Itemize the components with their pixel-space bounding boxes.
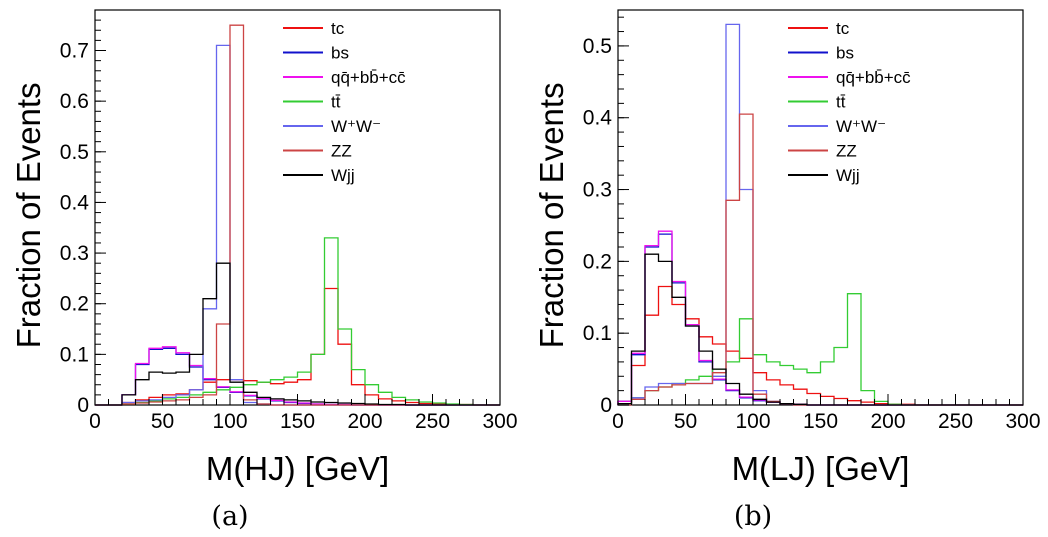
x-tick-label: 250	[415, 410, 450, 433]
x-tick-label: 150	[280, 410, 315, 433]
series-line-bs	[617, 233, 1023, 406]
tick-group-a: 0 50 100 150 200 250 300 0 0.1 0.2 0.3 0.4 0.5 0.6 0.7	[60, 19, 518, 433]
legend-label-wjj: Wjj	[836, 166, 860, 185]
x-tick-label: 100	[735, 410, 770, 433]
chart-panel-a: 0 50 100 150 200 250 300 0 0.1 0.2 0.3 0.4 0.5 0.6 0.7…	[10, 9, 518, 532]
series-line-tt	[618, 293, 1023, 406]
chart-panel-b: 0 50 100 150 200 250 300 0 0.1 0.2 0.3 0.4 0.5 tc bs q…	[533, 9, 1041, 532]
x-axis-title-b: M(LJ) [GeV]	[732, 450, 910, 487]
series-line-tt	[95, 237, 500, 406]
series-line-wjj	[95, 262, 500, 406]
y-tick-label: 0.6	[60, 90, 89, 113]
x-axis-title-a: M(HJ) [GeV]	[206, 450, 389, 487]
legend-label-ww: W⁺W⁻	[836, 117, 886, 136]
y-tick-label: 0.5	[583, 35, 612, 58]
y-tick-label: 0.1	[583, 322, 612, 345]
x-tick-label: 200	[347, 410, 382, 433]
x-tick-label: 150	[803, 410, 838, 433]
legend-label-bs: bs	[331, 44, 349, 63]
legend-label-ww: W⁺W⁻	[331, 117, 381, 136]
tick-group-b: 0 50 100 150 200 250 300 0 0.1 0.2 0.3 0.4 0.5	[583, 16, 1041, 433]
legend-label-zz: ZZ	[331, 142, 352, 161]
x-tick-label: 50	[151, 410, 174, 433]
series-group-a	[95, 24, 500, 406]
y-tick-label: 0.3	[60, 242, 89, 265]
legend-label-tt: tt̄	[331, 93, 341, 112]
y-tick-label: 0.7	[60, 40, 89, 63]
series-line-tc	[617, 285, 1023, 406]
y-tick-label: 0.4	[60, 191, 90, 214]
series-line-ww	[618, 23, 1023, 406]
x-tick-label: 0	[89, 410, 101, 433]
x-tick-label: 300	[1005, 410, 1040, 433]
plot-frame-a	[94, 9, 501, 406]
y-tick-label: 0.5	[60, 141, 89, 164]
legend-label-qq: qq̄+bb̄+cc̄	[836, 68, 911, 87]
y-tick-label: 0.2	[583, 250, 612, 273]
legend-label-tc: tc	[331, 19, 345, 38]
y-tick-label: 0.2	[60, 293, 89, 316]
series-line-wjj	[617, 253, 1023, 406]
legend-label-zz: ZZ	[836, 142, 857, 161]
legend-label-tc: tc	[836, 19, 850, 38]
legend-label-bs: bs	[836, 44, 854, 63]
y-axis-title-b: Fraction of Events	[533, 82, 570, 348]
x-tick-label: 100	[212, 410, 247, 433]
y-axis-title-a: Fraction of Events	[10, 82, 47, 348]
x-tick-label: 300	[482, 410, 517, 433]
y-tick-label: 0	[77, 394, 89, 417]
x-tick-label: 250	[938, 410, 973, 433]
legend-b: tc bs qq̄+bb̄+cc̄ tt̄ W⁺W⁻ ZZ Wjj	[788, 19, 911, 185]
series-group-b	[617, 23, 1023, 406]
series-line-qq	[617, 230, 1023, 406]
series-line-tc	[95, 287, 500, 406]
legend-label-qq: qq̄+bb̄+cc̄	[331, 68, 406, 87]
x-tick-label: 50	[674, 410, 697, 433]
y-tick-label: 0.1	[60, 343, 89, 366]
x-tick-label: 200	[870, 410, 905, 433]
panel-caption-a: (a)	[211, 501, 248, 532]
y-tick-label: 0.3	[583, 179, 612, 202]
panel-caption-b: (b)	[734, 501, 772, 532]
legend-label-wjj: Wjj	[331, 166, 355, 185]
y-tick-label: 0.4	[583, 107, 613, 130]
x-tick-label: 0	[612, 410, 624, 433]
legend-a: tc bs qq̄+bb̄+cc̄ tt̄ W⁺W⁻ ZZ Wjj	[283, 19, 406, 185]
plot-frame-b	[617, 9, 1024, 406]
y-tick-label: 0	[600, 394, 612, 417]
series-line-ww	[95, 44, 500, 406]
legend-label-tt: tt̄	[836, 93, 846, 112]
